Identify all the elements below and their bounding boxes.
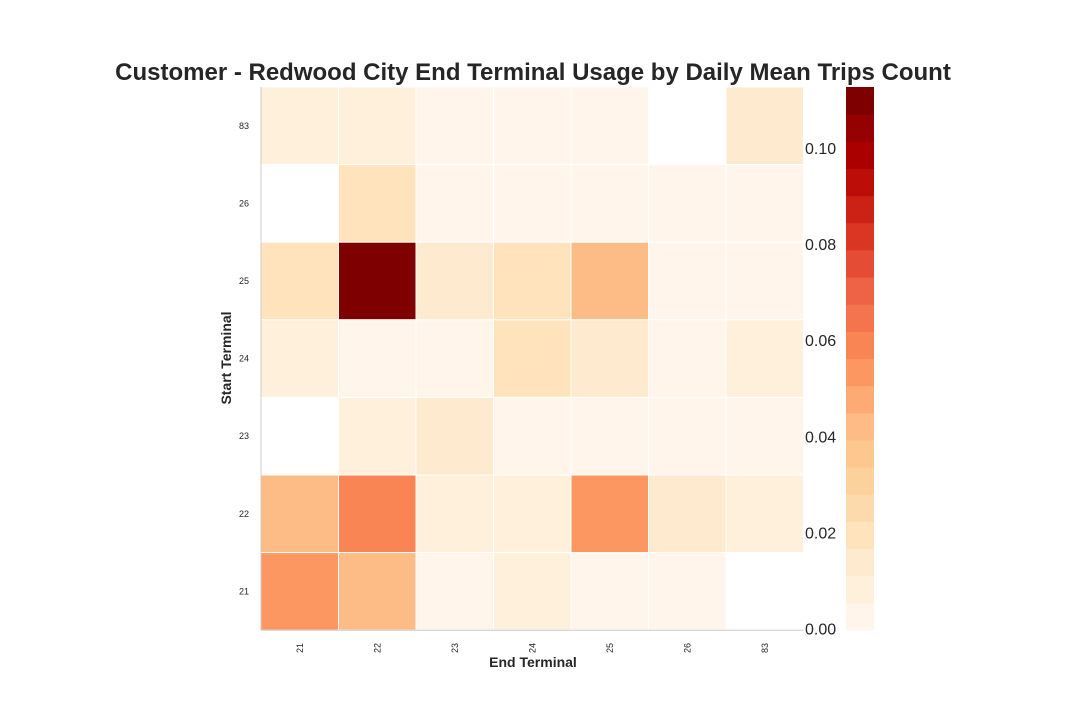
heatmap-cell — [493, 86, 572, 166]
heatmap-cell — [260, 86, 339, 166]
heatmap-cell — [725, 396, 804, 476]
colorbar-segment — [846, 141, 874, 169]
heatmap-axes — [260, 87, 804, 631]
heatmap-cells — [260, 86, 804, 631]
y-tick-label: 24 — [239, 354, 249, 364]
x-axis-label: End Terminal — [489, 654, 577, 670]
x-tick-labels: 21 22 23 24 25 26 83 — [295, 643, 770, 653]
colorbar-segment — [846, 358, 874, 387]
colorbar-segment — [846, 385, 874, 414]
heatmap-cell — [338, 474, 417, 554]
heatmap-cell — [338, 164, 417, 243]
colorbar-tick-label: 0.00 — [805, 622, 836, 639]
y-tick-label: 26 — [239, 198, 249, 208]
heatmap-cell — [415, 552, 494, 631]
colorbar-segment — [846, 87, 874, 115]
heatmap-cell — [338, 86, 417, 166]
heatmap-cell — [493, 319, 572, 398]
heatmap-cell — [338, 552, 417, 631]
heatmap-cell — [570, 319, 649, 398]
colorbar-segment — [846, 249, 874, 278]
heatmap-cell — [260, 241, 339, 321]
chart-title: Customer - Redwood City End Terminal Usa… — [115, 59, 951, 86]
heatmap-cell — [725, 164, 804, 243]
y-tick-label: 25 — [239, 276, 249, 286]
y-axis-label: Start Terminal — [218, 311, 234, 404]
colorbar-segment — [846, 277, 874, 305]
heatmap-cell — [648, 396, 727, 476]
heatmap-cell — [338, 241, 417, 321]
colorbar-segment — [846, 114, 874, 142]
y-tick-label: 22 — [239, 509, 249, 519]
y-tick-label: 21 — [239, 586, 249, 596]
heatmap-cell — [338, 319, 417, 398]
heatmap-cell — [570, 241, 649, 321]
heatmap-cell — [415, 86, 494, 166]
colorbar-tick-labels: 0.00 0.02 0.04 0.06 0.08 0.10 — [805, 141, 836, 639]
heatmap-cell — [648, 552, 727, 631]
colorbar-segment — [846, 602, 874, 631]
colorbar-tick-label: 0.08 — [805, 237, 836, 254]
heatmap-cell — [260, 552, 339, 631]
colorbar-tick-label: 0.10 — [805, 141, 836, 158]
colorbar-segment — [846, 195, 874, 224]
x-tick-label: 26 — [682, 643, 692, 653]
heatmap-cell — [493, 552, 572, 631]
heatmap-cell — [415, 474, 494, 554]
heatmap-cell — [570, 86, 649, 166]
colorbar-segment — [846, 331, 874, 359]
x-tick-label: 24 — [527, 643, 537, 653]
colorbar-segment — [846, 412, 874, 441]
heatmap-cell — [648, 474, 727, 554]
heatmap-cell — [725, 474, 804, 554]
colorbar-segment — [846, 548, 874, 577]
heatmap-cell — [493, 164, 572, 243]
x-tick-label: 83 — [760, 643, 770, 653]
heatmap-cell — [338, 396, 417, 476]
x-tick-label: 25 — [605, 643, 615, 653]
colorbar-segment — [846, 521, 874, 550]
heatmap-cell — [493, 241, 572, 321]
heatmap-cell — [415, 396, 494, 476]
x-tick-label: 22 — [372, 643, 382, 653]
heatmap-cell — [570, 164, 649, 243]
colorbar-segment — [846, 439, 874, 468]
heatmap-cell — [570, 396, 649, 476]
colorbar-segment — [846, 575, 874, 604]
colorbar-segment — [846, 304, 874, 332]
colorbar-segment — [846, 168, 874, 197]
heatmap-cell — [648, 164, 727, 243]
heatmap-cell — [260, 319, 339, 398]
heatmap-cell — [570, 552, 649, 631]
colorbar-tick-label: 0.06 — [805, 333, 836, 350]
colorbar-tick-label: 0.02 — [805, 525, 836, 542]
colorbar-tick-label: 0.04 — [805, 429, 836, 446]
colorbar-segment — [846, 467, 874, 495]
y-tick-labels: 83 26 25 24 23 22 21 — [239, 121, 249, 597]
heatmap-cell — [725, 241, 804, 321]
heatmap-cell — [415, 319, 494, 398]
heatmap-cell — [570, 474, 649, 554]
heatmap-cell — [648, 319, 727, 398]
heatmap-cell — [260, 474, 339, 554]
y-tick-label: 23 — [239, 431, 249, 441]
heatmap-cell — [415, 241, 494, 321]
x-tick-label: 21 — [295, 643, 305, 653]
colorbar-segment — [846, 494, 874, 522]
colorbar-segment — [846, 222, 874, 251]
y-tick-label: 83 — [239, 121, 249, 131]
heatmap-cell — [415, 164, 494, 243]
heatmap-cell — [725, 86, 804, 166]
heatmap-cell — [493, 396, 572, 476]
heatmap-cell — [493, 474, 572, 554]
x-tick-label: 23 — [450, 643, 460, 653]
heatmap-cell — [725, 319, 804, 398]
colorbar — [846, 87, 874, 631]
heatmap-cell — [648, 241, 727, 321]
